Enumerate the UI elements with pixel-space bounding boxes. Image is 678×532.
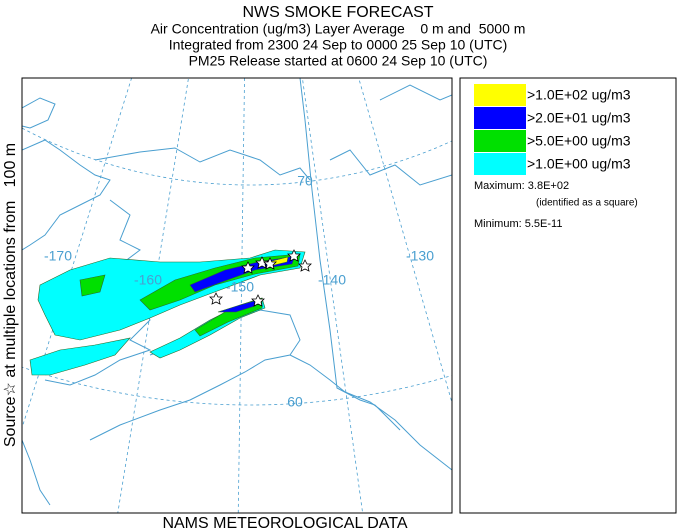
legend-label: >2.0E+01 ug/m3	[527, 110, 631, 126]
graticule-label: -150	[226, 279, 254, 295]
legend-swatch	[474, 130, 526, 152]
legend: >1.0E+02 ug/m3 >2.0E+01 ug/m3 >5.0E+00 ug/…	[474, 84, 631, 175]
legend-swatch	[474, 107, 526, 129]
graticule-labels: -170 -160 -150 -140 -130 70 60	[44, 173, 434, 410]
subtitle: Air Concentration (ug/m3) Layer Average …	[151, 21, 526, 37]
title: NWS SMOKE FORECAST	[242, 4, 433, 21]
footer: NAMS METEOROLOGICAL DATA	[162, 515, 407, 532]
source-label: Source☆ at multiple locations from 100 m	[2, 143, 19, 447]
map-frame	[21, 77, 453, 514]
maximum-note: (identified as a square)	[536, 198, 638, 209]
plumes	[29, 249, 306, 376]
legend-frame	[459, 77, 677, 514]
minimum: Minimum: 5.5E-11	[474, 218, 562, 230]
subtitle: PM25 Release started at 0600 24 Sep 10 (…	[189, 53, 488, 69]
graticule-label: 70	[297, 173, 313, 189]
plume-contour	[29, 337, 131, 376]
legend-label: >5.0E+00 ug/m3	[527, 133, 631, 149]
graticule-label: 60	[287, 394, 303, 410]
graticule-label: -170	[44, 248, 72, 264]
maximum: Maximum: 3.8E+02	[474, 180, 569, 192]
graticule-label: -130	[406, 248, 434, 264]
legend-swatch	[474, 84, 526, 106]
graticule-label: -140	[318, 272, 346, 288]
graticule-label: -160	[134, 272, 162, 288]
subtitle: Integrated from 2300 24 Sep to 0000 25 S…	[169, 37, 508, 53]
legend-swatch	[474, 153, 526, 175]
sources	[209, 249, 312, 307]
legend-label: >1.0E+00 ug/m3	[527, 156, 631, 172]
legend-label: >1.0E+02 ug/m3	[527, 87, 631, 103]
plume-contour	[79, 274, 106, 297]
